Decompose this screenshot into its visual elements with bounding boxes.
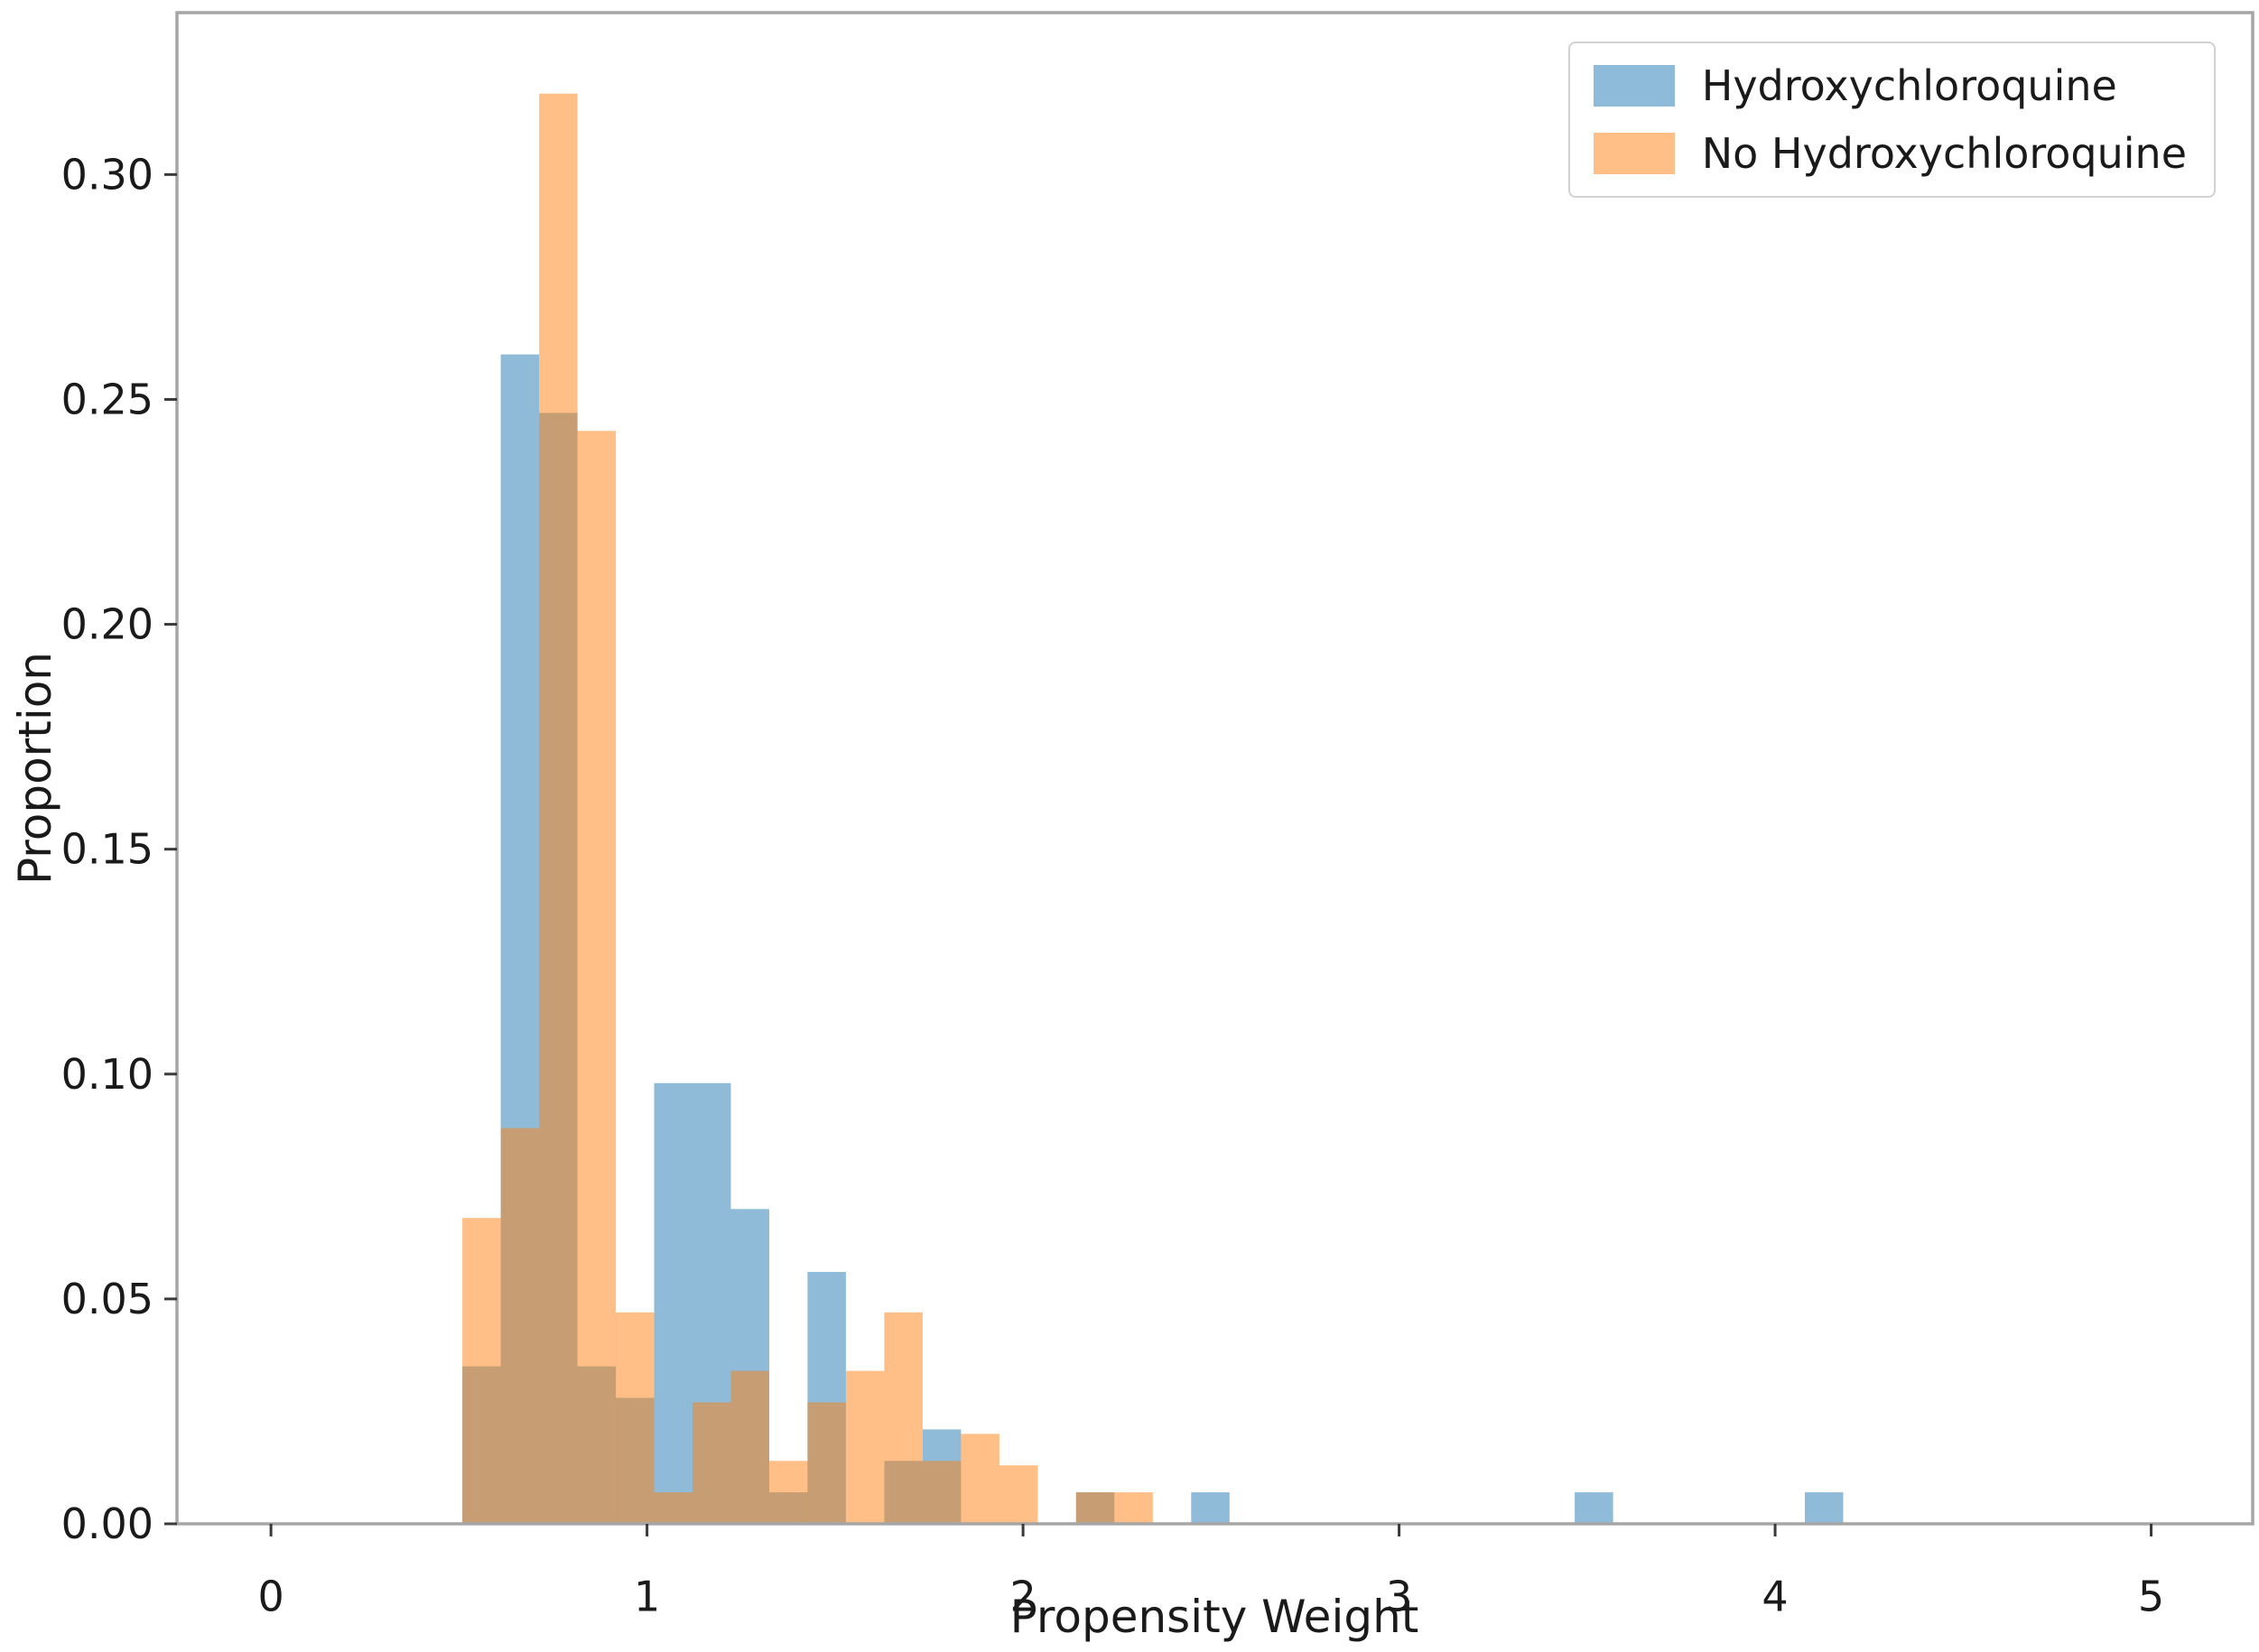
y-tick-label: 0.10 [61, 1050, 153, 1099]
histogram-bar-orange [500, 1128, 540, 1524]
x-tick-label: 4 [1762, 1572, 1788, 1620]
histogram-bar-orange [1075, 1492, 1115, 1524]
legend-label: Hydroxychloroquine [1701, 61, 2117, 110]
histogram-bar-orange [884, 1312, 923, 1524]
x-axis-label: Propensity Weight [1009, 1591, 1419, 1643]
axes-spines [175, 11, 2254, 1526]
histogram-bar-orange [577, 431, 617, 1524]
y-tick-label: 0.25 [61, 375, 153, 423]
x-tick-label: 0 [257, 1572, 284, 1620]
histogram-bar-orange [1114, 1492, 1153, 1524]
y-tick-label: 0.30 [61, 150, 153, 199]
x-tick-label: 5 [2138, 1572, 2164, 1620]
y-tick-label: 0.15 [61, 825, 153, 874]
x-tick-label: 2 [1009, 1572, 1036, 1620]
orange-swatch [1593, 132, 1675, 174]
y-axis-label: Proportion [9, 652, 61, 885]
histogram-bar-orange [730, 1370, 769, 1524]
histogram-bar-blue [1575, 1492, 1613, 1524]
y-tick-label: 0.20 [61, 600, 153, 649]
legend-item-hydroxychloroquine: Hydroxychloroquine [1593, 61, 2187, 110]
histogram-bar-orange [961, 1434, 999, 1524]
y-tick-label: 0.05 [61, 1275, 153, 1323]
histogram-bar-orange [922, 1461, 962, 1525]
histogram-bar-orange [693, 1402, 731, 1524]
histogram-bar-orange [999, 1465, 1038, 1524]
legend-box: Hydroxychloroquine No Hydroxychloroquine [1567, 42, 2216, 199]
histogram-bar-orange [654, 1492, 693, 1524]
x-tick-label: 1 [634, 1572, 660, 1620]
histogram-bar-orange [769, 1461, 808, 1525]
histogram-bar-orange [845, 1370, 885, 1524]
histogram-bar-blue [1805, 1492, 1844, 1524]
legend-label: No Hydroxychloroquine [1701, 128, 2187, 178]
histogram-bar-orange [807, 1402, 846, 1524]
histogram-bar-orange [539, 93, 578, 1525]
histogram-bar-blue [654, 1082, 693, 1525]
histogram-bar-orange [462, 1218, 501, 1524]
histogram-bar-orange [616, 1312, 655, 1524]
y-tick-label: 0.00 [61, 1499, 153, 1548]
legend-item-no-hydroxychloroquine: No Hydroxychloroquine [1593, 128, 2187, 178]
x-tick-label: 3 [1386, 1572, 1412, 1620]
blue-swatch [1593, 65, 1675, 107]
histogram-bar-blue [1191, 1492, 1230, 1524]
